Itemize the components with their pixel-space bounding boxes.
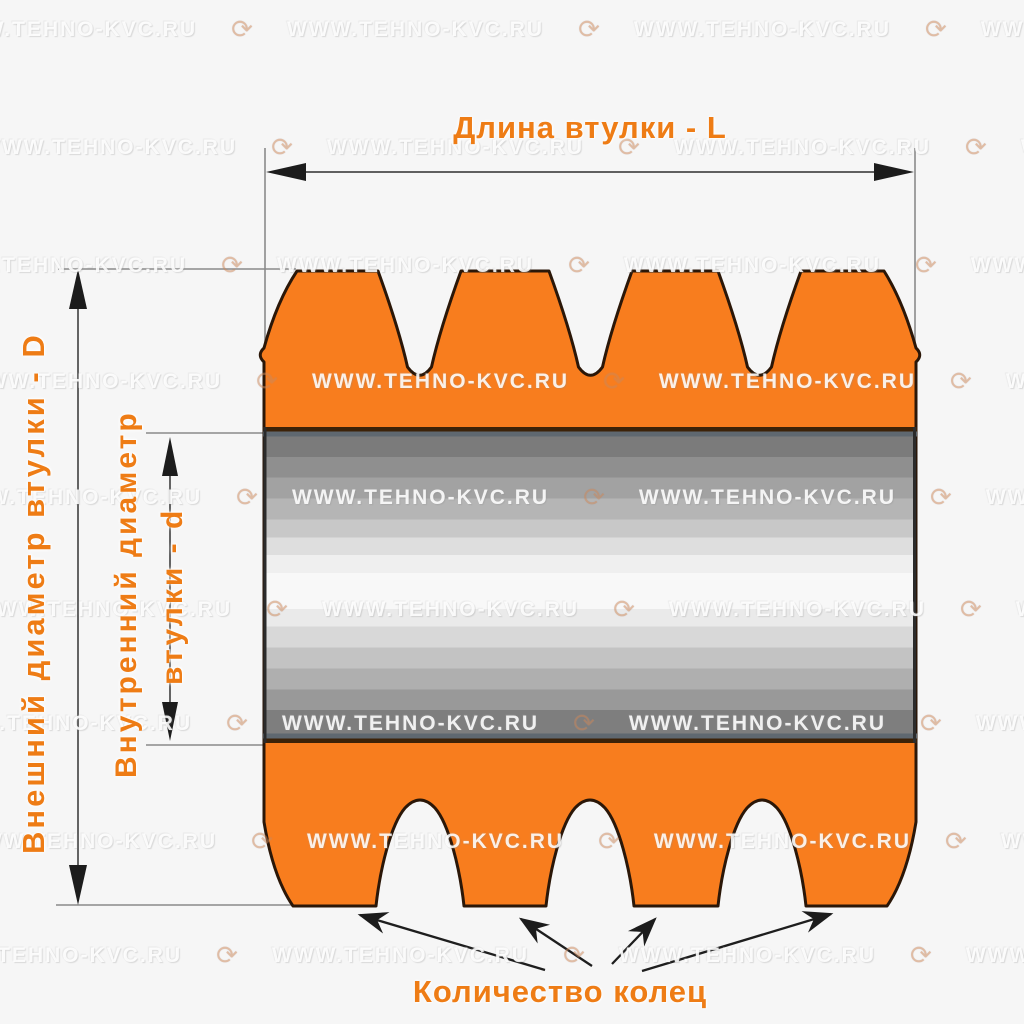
length-dimension-label: Длина втулки - L [453, 110, 727, 145]
inner-diameter-dimension-label-line1: Внутренний диаметр [110, 410, 143, 778]
bore-top-edge-line [263, 427, 917, 432]
dimension-arrowheads [69, 163, 914, 905]
outer-diameter-dimension-label: Внешний диаметр втулки - D [16, 332, 51, 854]
bore-gradient [265, 436, 915, 734]
bore-cylinder [263, 427, 917, 743]
ring-arrow-2 [518, 917, 593, 967]
inner-diameter-dimension-label-line2: втулки - d [156, 507, 189, 685]
ring-arrow-1 [357, 912, 546, 972]
arrowhead-outer-bottom [69, 865, 87, 905]
arrowhead-inner-bottom [162, 702, 178, 741]
ring-arrow-4 [641, 911, 834, 973]
ring-arrow-3 [611, 917, 657, 965]
bore-bottom-shadow-line [263, 733, 917, 739]
arrowhead-outer-top [69, 269, 87, 309]
rings-count-label: Количество колец [412, 974, 708, 1009]
arrowhead-length-left [266, 163, 306, 181]
bore-bottom-edge-line [263, 738, 917, 743]
arrowhead-length-right [874, 163, 914, 181]
bore-top-shadow-line [263, 431, 917, 437]
ring-callout-arrows [357, 911, 834, 973]
arrowhead-inner-top [162, 437, 178, 476]
dimension-lines [77, 171, 880, 886]
